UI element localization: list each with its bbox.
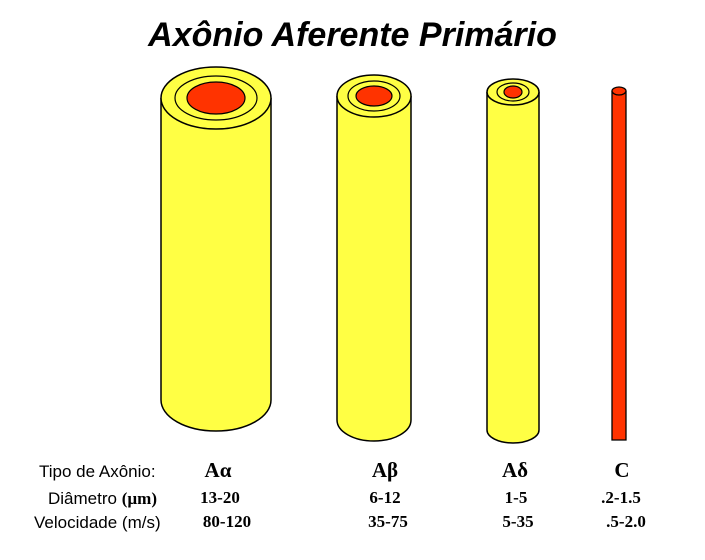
axon-type-a-beta: Aβ xyxy=(371,458,399,482)
velocity-row-label: Velocidade (m/s) xyxy=(34,513,161,532)
axon-a-delta-cylinder xyxy=(486,78,540,444)
diameter-label-text: Diâmetro xyxy=(48,489,117,508)
axon-velocity-a-beta: 35-75 xyxy=(368,512,408,531)
axon-c-fiber-cylinder xyxy=(611,86,627,441)
axon-diameter-a-delta: 1-5 xyxy=(504,488,528,507)
axon-velocity-a-alpha: 80-120 xyxy=(202,512,252,531)
axon-a-alpha-cylinder xyxy=(160,66,272,432)
axon-velocity-a-delta: 5-35 xyxy=(502,512,534,531)
axon-velocity-c: .5-2.0 xyxy=(606,512,646,531)
axon-diameter-a-beta: 6-12 xyxy=(369,488,401,507)
diameter-row-label: Diâmetro (µm) xyxy=(48,489,157,509)
diameter-unit: (µm) xyxy=(121,489,157,508)
axon-type-a-delta: Aδ xyxy=(501,458,529,482)
axon-diameter-c: .2-1.5 xyxy=(601,488,641,507)
axon-type-c: C xyxy=(614,458,630,482)
type-row-label: Tipo de Axônio: xyxy=(39,462,156,481)
diagram-title: Axônio Aferente Primário xyxy=(148,16,557,54)
axon-a-beta-cylinder xyxy=(336,74,412,442)
axon-type-a-alpha: Aα xyxy=(204,458,232,482)
axon-diameter-a-alpha: 13-20 xyxy=(200,488,240,507)
